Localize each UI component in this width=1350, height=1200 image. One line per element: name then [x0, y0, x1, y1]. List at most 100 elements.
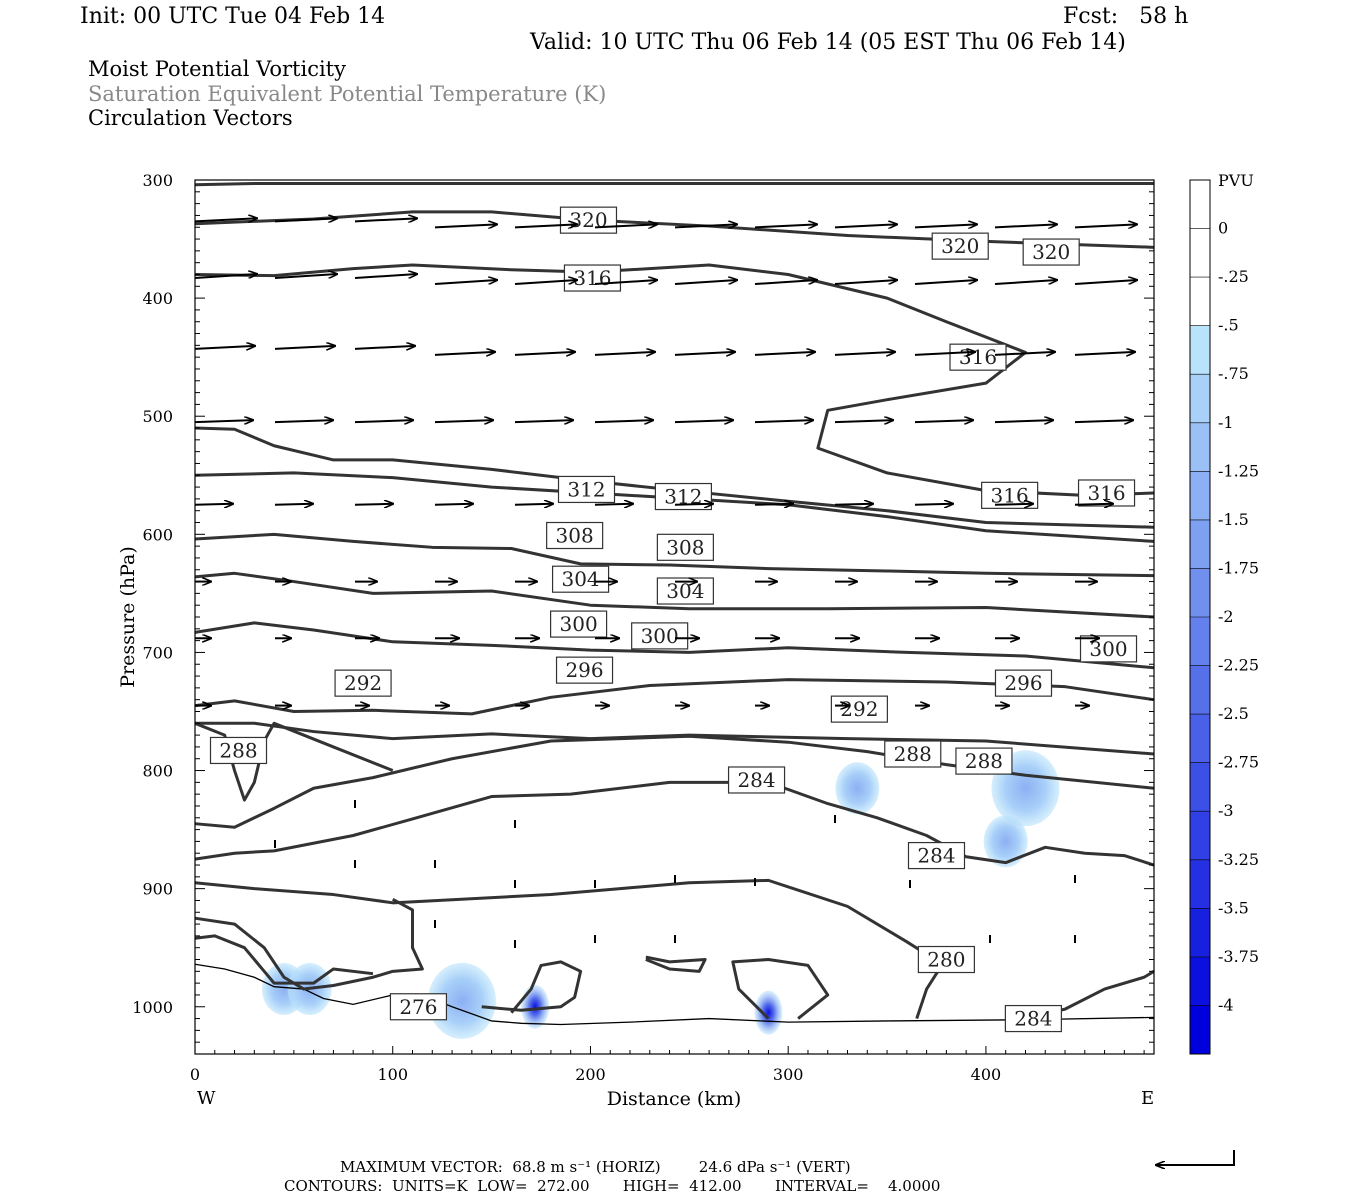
- pv-shaded-region: [983, 815, 1028, 868]
- field-title-theta: Saturation Equivalent Potential Temperat…: [88, 82, 607, 106]
- reference-vector-arrow: [1156, 1150, 1235, 1165]
- circulation-vectors-layer: [194, 218, 1137, 948]
- colorbar-tick-label: -3.25: [1218, 850, 1259, 869]
- circulation-vector: [434, 280, 497, 286]
- x-end-label-west: W: [197, 1088, 216, 1109]
- circulation-vector: [434, 504, 473, 505]
- circulation-vector: [594, 504, 633, 505]
- theta-contour: [194, 678, 1155, 716]
- pv-colorbar: PVU 0 -.25 -.5 -.75 -1 -1.25 -1.5 -1.75 -2 -2.25 -2…: [1189, 171, 1259, 1055]
- colorbar-tick-label: -.5: [1218, 316, 1239, 335]
- contour-label: 316: [1087, 481, 1125, 505]
- contour-label-box: [907, 841, 966, 870]
- colorbar-tick-label: -.25: [1218, 267, 1249, 286]
- circulation-vector: [514, 224, 577, 227]
- contour-label: 288: [219, 738, 257, 762]
- circulation-vector: [834, 280, 897, 286]
- colorbar-tick-label: -2.5: [1218, 704, 1249, 723]
- theta-contour: [194, 780, 1155, 867]
- circulation-vector: [274, 274, 337, 280]
- colorbar-tick-label: -2.75: [1218, 753, 1259, 772]
- circulation-vector: [514, 352, 575, 355]
- colorbar-tick-label: -3.75: [1218, 947, 1259, 966]
- y-tick-label: 1000: [132, 998, 173, 1017]
- circulation-vector: [914, 224, 977, 227]
- circulation-vector: [914, 352, 975, 355]
- contour-label-box: [994, 669, 1053, 697]
- circulation-vector: [514, 420, 573, 422]
- x-tick-label: 300: [773, 1065, 804, 1084]
- circulation-vector: [834, 420, 893, 422]
- pv-shaded-region: [835, 762, 880, 815]
- contour-label-box: [389, 993, 448, 1021]
- contour-label: 288: [894, 742, 932, 766]
- y-tick-label: 700: [142, 643, 173, 662]
- circulation-vector: [994, 504, 1033, 505]
- contour-label: 320: [941, 234, 979, 258]
- contour-label-box: [557, 475, 616, 504]
- contour-label-box: [549, 610, 608, 638]
- colorbar-swatch: [1190, 374, 1210, 423]
- circulation-vector: [1074, 352, 1135, 355]
- circulation-vector: [994, 224, 1057, 227]
- colorbar-unit: PVU: [1218, 171, 1254, 190]
- theta-contour: [731, 958, 830, 1020]
- circulation-vector: [674, 420, 733, 422]
- circulation-vector: [274, 218, 337, 221]
- contour-label: 280: [927, 948, 965, 972]
- circulation-vector: [594, 224, 657, 227]
- circulation-vector: [994, 352, 1055, 355]
- colorbar-swatch: [1190, 471, 1210, 520]
- colorbar-tick-label: -3.5: [1218, 898, 1249, 917]
- circulation-vector: [354, 274, 417, 280]
- colorbar-swatch: [1190, 665, 1210, 715]
- y-tick-label: 600: [142, 525, 173, 544]
- contour-label: 320: [1032, 240, 1070, 264]
- circulation-vector: [834, 224, 897, 227]
- contour-label: 300: [560, 612, 598, 636]
- theta-contour: [194, 734, 1155, 829]
- circulation-vector: [514, 504, 553, 505]
- theta-contour: [194, 210, 1155, 249]
- contour-label: 312: [567, 477, 605, 501]
- contour-label: 284: [1014, 1007, 1052, 1031]
- x-tick-label: 200: [575, 1065, 606, 1084]
- contour-label-box: [656, 577, 714, 605]
- circulation-vector: [914, 280, 977, 286]
- circulation-vector: [194, 504, 233, 505]
- colorbar-swatch: [1190, 811, 1210, 860]
- circulation-vector: [754, 420, 813, 422]
- theta-contour: [194, 471, 1155, 543]
- contour-label: 300: [1089, 637, 1127, 661]
- y-tick-label: 500: [142, 407, 173, 426]
- circulation-vector: [994, 280, 1057, 286]
- circulation-vector: [194, 274, 257, 280]
- colorbar-swatch: [1190, 568, 1210, 617]
- circulation-vector: [1074, 504, 1113, 505]
- contour-label-box: [209, 736, 268, 765]
- axis-ticks: 0 100 200 300 400 300 400 500 600 700 800 900 1000: [132, 171, 1154, 1084]
- max-vector-note: MAXIMUM VECTOR: 68.8 m s⁻¹ (HORIZ) 24.6 …: [340, 1158, 851, 1176]
- colorbar-tick-label: -1.5: [1218, 510, 1249, 529]
- circulation-vector: [354, 504, 393, 505]
- field-title-vectors: Circulation Vectors: [88, 106, 293, 130]
- y-tick-label: 300: [142, 171, 173, 190]
- theta-contour: [645, 955, 707, 973]
- contour-label: 284: [737, 768, 775, 792]
- theta-contour: [481, 960, 583, 1014]
- contour-label-box: [656, 533, 714, 561]
- contour-label-box: [949, 343, 1007, 371]
- contour-label-box: [917, 945, 975, 974]
- contour-label: 292: [344, 671, 382, 695]
- contour-label-box: [546, 521, 604, 550]
- contour-label-box: [555, 656, 614, 684]
- circulation-vector: [274, 420, 333, 422]
- contour-label-box: [551, 565, 610, 593]
- colorbar-tick-label: 0: [1218, 219, 1228, 238]
- y-tick-label: 400: [142, 289, 173, 308]
- contour-label-box: [884, 740, 942, 768]
- circulation-vector: [674, 504, 713, 505]
- contour-label: 320: [569, 208, 607, 232]
